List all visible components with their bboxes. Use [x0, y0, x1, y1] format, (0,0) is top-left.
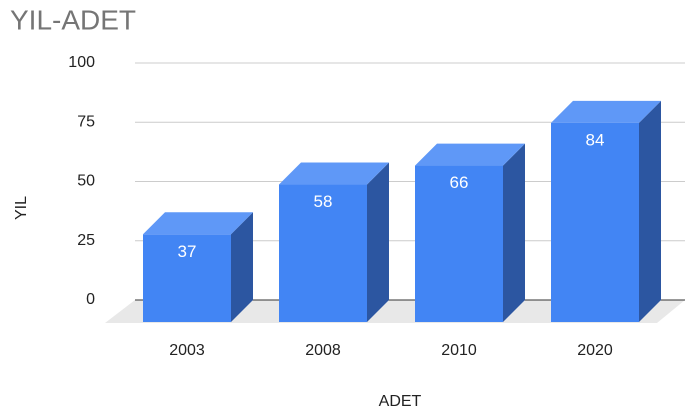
bar-top [415, 143, 525, 166]
floor [105, 300, 685, 323]
x-tick-label: 2003 [169, 342, 205, 359]
x-tick-label: 2010 [441, 342, 477, 359]
y-tick-label: 75 [77, 113, 95, 130]
bar-top [279, 162, 389, 185]
bar [551, 122, 639, 322]
data-label: 84 [586, 130, 605, 149]
data-label: 66 [450, 173, 469, 192]
bar [415, 165, 503, 322]
x-axis-label: ADET [379, 393, 422, 410]
chart-title: YIL-ADET [10, 4, 136, 35]
data-label: 58 [314, 192, 333, 211]
y-tick-label: 25 [77, 232, 95, 249]
bar [143, 234, 231, 322]
bar-top [143, 212, 253, 235]
y-tick-label: 0 [86, 291, 95, 308]
y-axis-label: YIL [13, 196, 30, 220]
data-label: 37 [178, 242, 197, 261]
bar-side [367, 162, 389, 322]
bar-side [503, 143, 525, 322]
x-tick-label: 2020 [577, 342, 613, 359]
bar [279, 184, 367, 322]
y-tick-label: 100 [68, 54, 95, 71]
bar-side [639, 100, 661, 322]
bar-side [231, 212, 253, 322]
bar-top [551, 100, 661, 123]
x-tick-label: 2008 [305, 342, 341, 359]
y-tick-label: 50 [77, 173, 95, 190]
